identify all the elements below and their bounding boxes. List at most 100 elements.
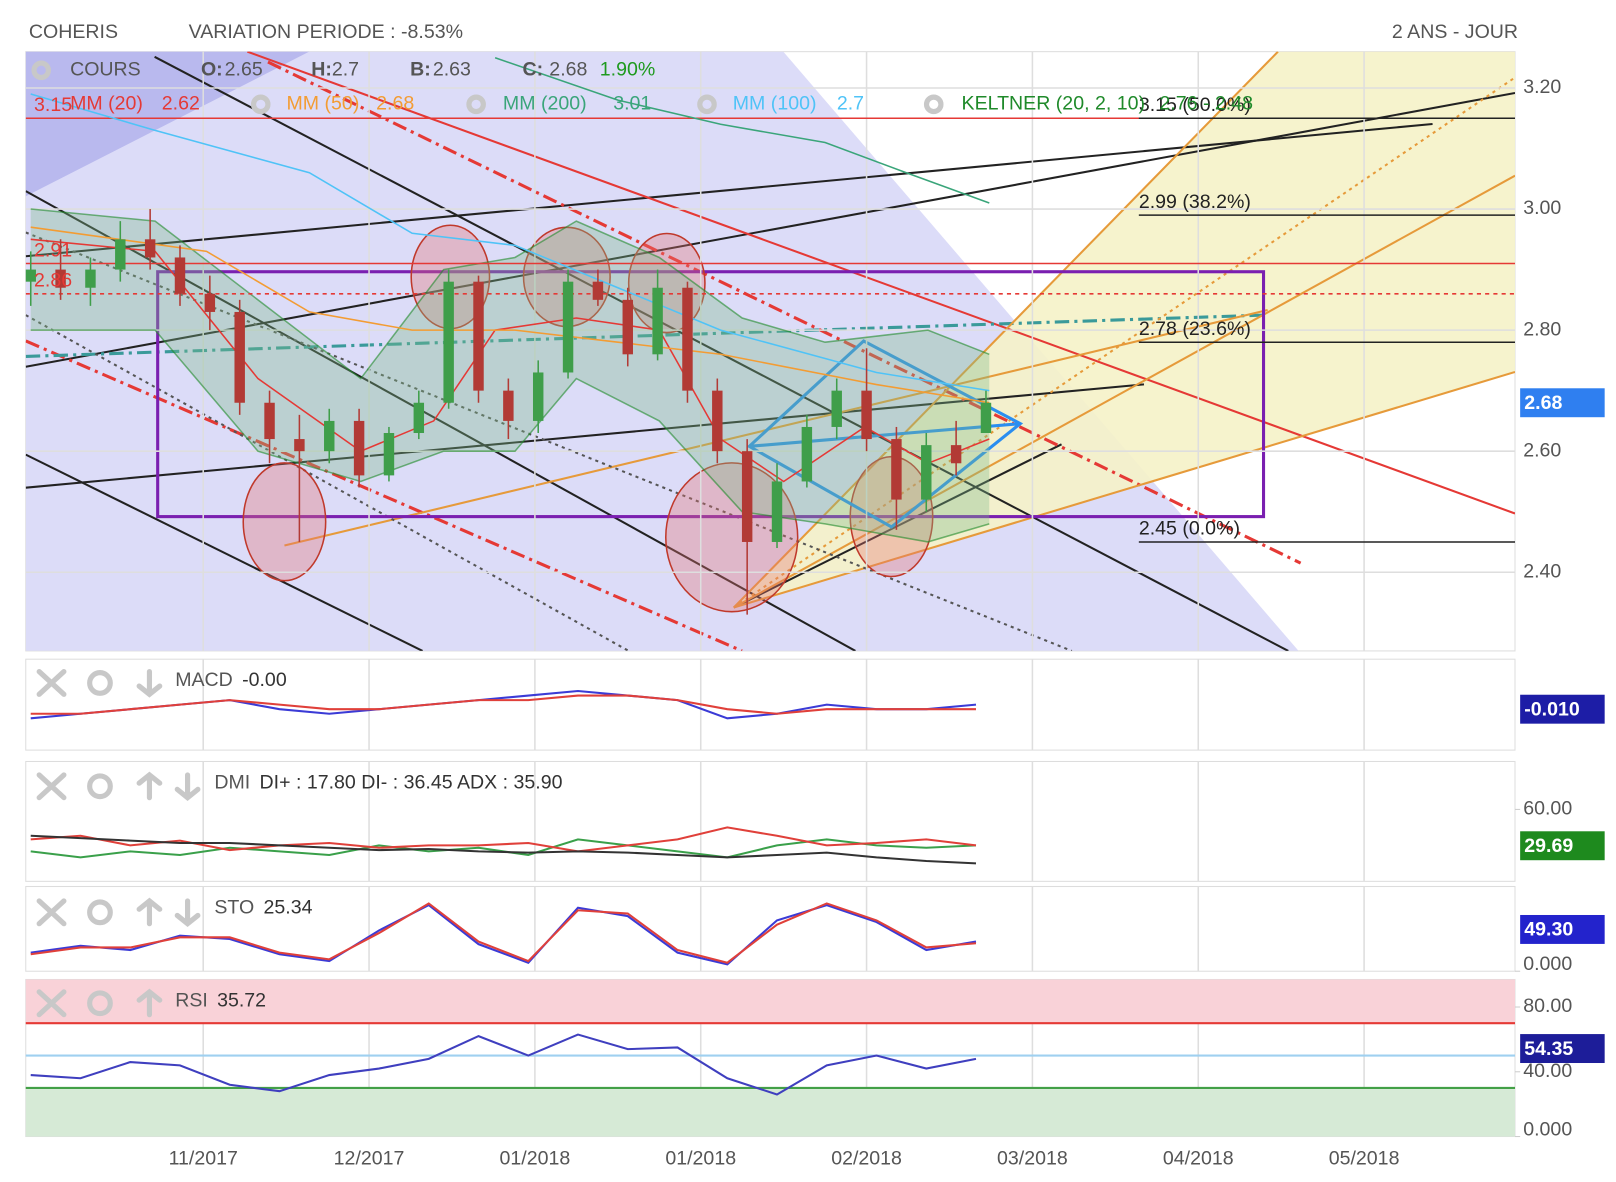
x-tick-label: 01/2018 xyxy=(500,1147,571,1169)
fib-label: 2.99 (38.2%) xyxy=(1139,191,1251,213)
y-tick-label: 2.40 xyxy=(1523,560,1561,582)
trend-line xyxy=(25,231,1073,651)
candle-body xyxy=(712,390,723,452)
candle-body xyxy=(234,311,245,403)
y-tick-label: 0.000 xyxy=(1523,1118,1572,1140)
candle-body xyxy=(831,390,842,427)
legend-value: 2.62 xyxy=(162,93,200,115)
y-tick-label: 0.000 xyxy=(1523,953,1572,975)
candle-body xyxy=(801,426,813,482)
legend-entry[interactable]: MM (100) xyxy=(733,93,817,115)
legend-entry[interactable]: MM (50) xyxy=(287,93,360,115)
level-label: 3.15 xyxy=(34,94,72,116)
fan-line xyxy=(733,76,1515,609)
candle-body xyxy=(115,239,126,270)
legend-entry[interactable]: MM (20) xyxy=(70,93,143,115)
x-tick-label: 11/2017 xyxy=(169,1147,238,1169)
candle-body xyxy=(264,402,275,440)
legend-entry[interactable]: MM (200) xyxy=(503,93,587,115)
period[interactable]: 2 ANS - JOUR xyxy=(1392,21,1518,43)
icons xyxy=(31,60,944,1018)
dmi-tools[interactable] xyxy=(36,771,201,801)
x-tick-label: 01/2018 xyxy=(665,1147,736,1169)
fib-label: 3.15 (50.0%) xyxy=(1139,94,1251,116)
candle-body xyxy=(921,445,932,500)
gear-icon[interactable] xyxy=(31,60,52,81)
gear-icon[interactable] xyxy=(697,94,717,115)
value-badge-label: 49.30 xyxy=(1524,919,1573,941)
level-label: 2.91 xyxy=(34,239,72,261)
fib-label: 2.45 (0.0%) xyxy=(1139,518,1240,540)
data xyxy=(25,57,1515,1096)
quote-label: C: xyxy=(523,58,544,80)
candle-body xyxy=(473,281,484,391)
indicator-line xyxy=(30,694,976,715)
variation: VARIATION PERIODE : -8.53% xyxy=(189,21,463,43)
moving-average xyxy=(30,226,990,404)
y-tick-label: 2.60 xyxy=(1523,439,1561,461)
gear-icon[interactable] xyxy=(466,94,486,115)
legend-value: 2.76 - 2.48 xyxy=(1159,93,1253,115)
y-tick-label: 60.00 xyxy=(1523,798,1572,820)
candle-body xyxy=(144,239,156,258)
fan-line xyxy=(733,174,1515,609)
zone xyxy=(25,979,1516,1024)
indicator-value: 25.34 xyxy=(264,896,313,918)
candle-body xyxy=(741,451,753,542)
candle-body xyxy=(353,420,365,476)
candle-body xyxy=(861,390,872,440)
candle-body xyxy=(413,402,425,434)
gear-icon[interactable] xyxy=(923,94,944,115)
level-label: 2.86 xyxy=(34,270,72,292)
candle-body xyxy=(622,299,633,355)
grid xyxy=(25,51,1521,1138)
value-badge-label: 54.35 xyxy=(1524,1038,1573,1060)
rsi-tools[interactable] xyxy=(36,988,163,1018)
value-badge xyxy=(1520,694,1605,724)
indicator-line xyxy=(30,902,977,964)
indicator-title: STO xyxy=(214,896,254,918)
value-badge-label: 29.69 xyxy=(1524,835,1573,857)
candle-body xyxy=(950,445,962,464)
quote-value: 2.68 xyxy=(549,58,587,80)
candle-body xyxy=(383,433,395,476)
zone xyxy=(25,1087,1516,1137)
quote-label: O: xyxy=(201,58,223,80)
y-tick-label: 2.80 xyxy=(1523,318,1561,340)
moving-average xyxy=(30,93,990,392)
quote-value: 2.65 xyxy=(225,58,263,80)
candle-body xyxy=(652,287,663,355)
trend-line xyxy=(25,313,1263,359)
indicator-title: RSI xyxy=(175,989,208,1011)
candle-body xyxy=(562,281,574,373)
keltner-lower xyxy=(30,329,990,543)
candle-body xyxy=(324,420,335,452)
sto-tools[interactable] xyxy=(36,897,201,928)
x-tick-label: 12/2017 xyxy=(334,1147,405,1169)
indicator-line xyxy=(30,834,977,865)
value-badge xyxy=(1520,388,1605,418)
x-tick-label: 03/2018 xyxy=(997,1147,1068,1169)
candle-body xyxy=(25,269,36,282)
y-tick-label: 3.00 xyxy=(1523,197,1561,219)
range-box xyxy=(156,270,1266,519)
candle-body xyxy=(55,269,66,288)
main-plot xyxy=(25,57,1515,615)
trend-line xyxy=(267,60,1302,565)
y-tick-label: 40.00 xyxy=(1523,1060,1572,1082)
y-tick-label: 3.20 xyxy=(1523,76,1561,98)
legend-value: 3.01 xyxy=(613,93,651,115)
trend-line xyxy=(25,190,856,651)
x-tick-label: 05/2018 xyxy=(1329,1147,1400,1169)
candle-body xyxy=(592,281,604,300)
candle-body xyxy=(682,287,693,391)
candle-body xyxy=(980,402,992,434)
highlights xyxy=(242,224,934,613)
candle-body xyxy=(891,439,902,500)
moving-average xyxy=(494,57,990,204)
macd-tools[interactable] xyxy=(36,669,163,698)
gear-icon[interactable] xyxy=(250,94,271,115)
highlight-circle xyxy=(242,462,327,582)
